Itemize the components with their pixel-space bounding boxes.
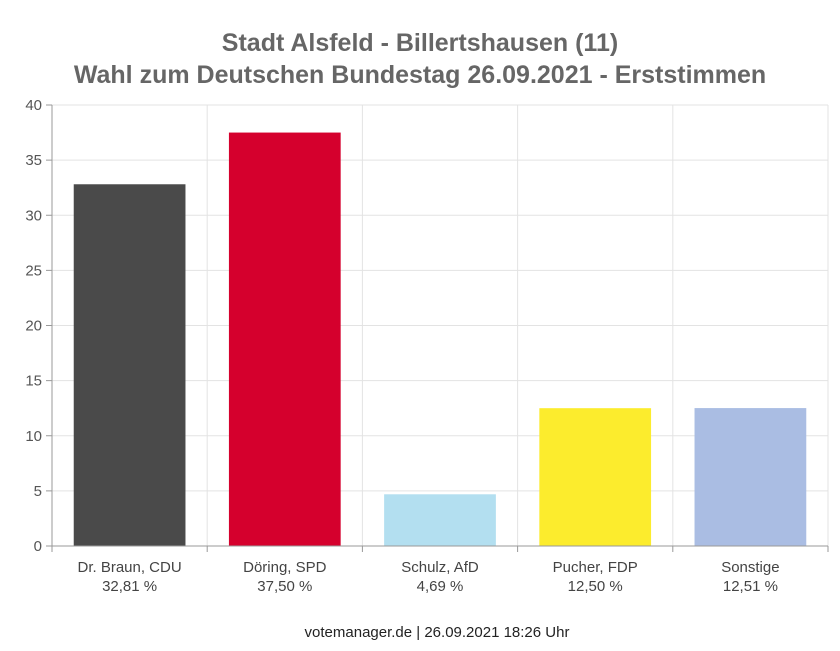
bar bbox=[539, 408, 652, 546]
bars bbox=[73, 132, 807, 546]
y-tick-label: 25 bbox=[25, 262, 42, 279]
chart-subtitle: Wahl zum Deutschen Bundestag 26.09.2021 … bbox=[74, 61, 766, 89]
x-category-label: Pucher, FDP bbox=[553, 559, 638, 576]
y-tick-label: 15 bbox=[25, 373, 42, 390]
footer-source: votemanager.de | 26.09.2021 18:26 Uhr bbox=[305, 624, 570, 641]
y-tick-label: 40 bbox=[25, 97, 42, 114]
bar bbox=[384, 494, 496, 546]
x-category-label: Sonstige bbox=[721, 559, 779, 576]
x-axis-labels: Dr. Braun, CDU 32,81 % Döring, SPD 37,50 % S… bbox=[77, 559, 779, 595]
y-tick-label: 5 bbox=[34, 483, 42, 500]
bar bbox=[694, 408, 807, 546]
x-value-label: 12,51 % bbox=[723, 578, 778, 595]
chart-title: Stadt Alsfeld - Billertshausen (11) bbox=[222, 29, 618, 57]
y-tick-label: 30 bbox=[25, 207, 42, 224]
x-value-label: 37,50 % bbox=[257, 578, 312, 595]
x-value-label: 4,69 % bbox=[417, 578, 464, 595]
x-value-label: 12,50 % bbox=[568, 578, 623, 595]
y-tick-label: 35 bbox=[25, 152, 42, 169]
x-category-label: Döring, SPD bbox=[243, 559, 327, 576]
y-tick-label: 10 bbox=[25, 428, 42, 445]
y-axis-ticks: 0 5 10 15 20 25 30 35 40 bbox=[25, 97, 52, 555]
bar bbox=[228, 132, 341, 546]
x-category-label: Dr. Braun, CDU bbox=[77, 559, 181, 576]
y-tick-label: 20 bbox=[25, 318, 42, 335]
x-category-label: Schulz, AfD bbox=[401, 559, 479, 576]
bar bbox=[73, 184, 186, 546]
y-tick-label: 0 bbox=[34, 538, 42, 555]
x-value-label: 32,81 % bbox=[102, 578, 157, 595]
